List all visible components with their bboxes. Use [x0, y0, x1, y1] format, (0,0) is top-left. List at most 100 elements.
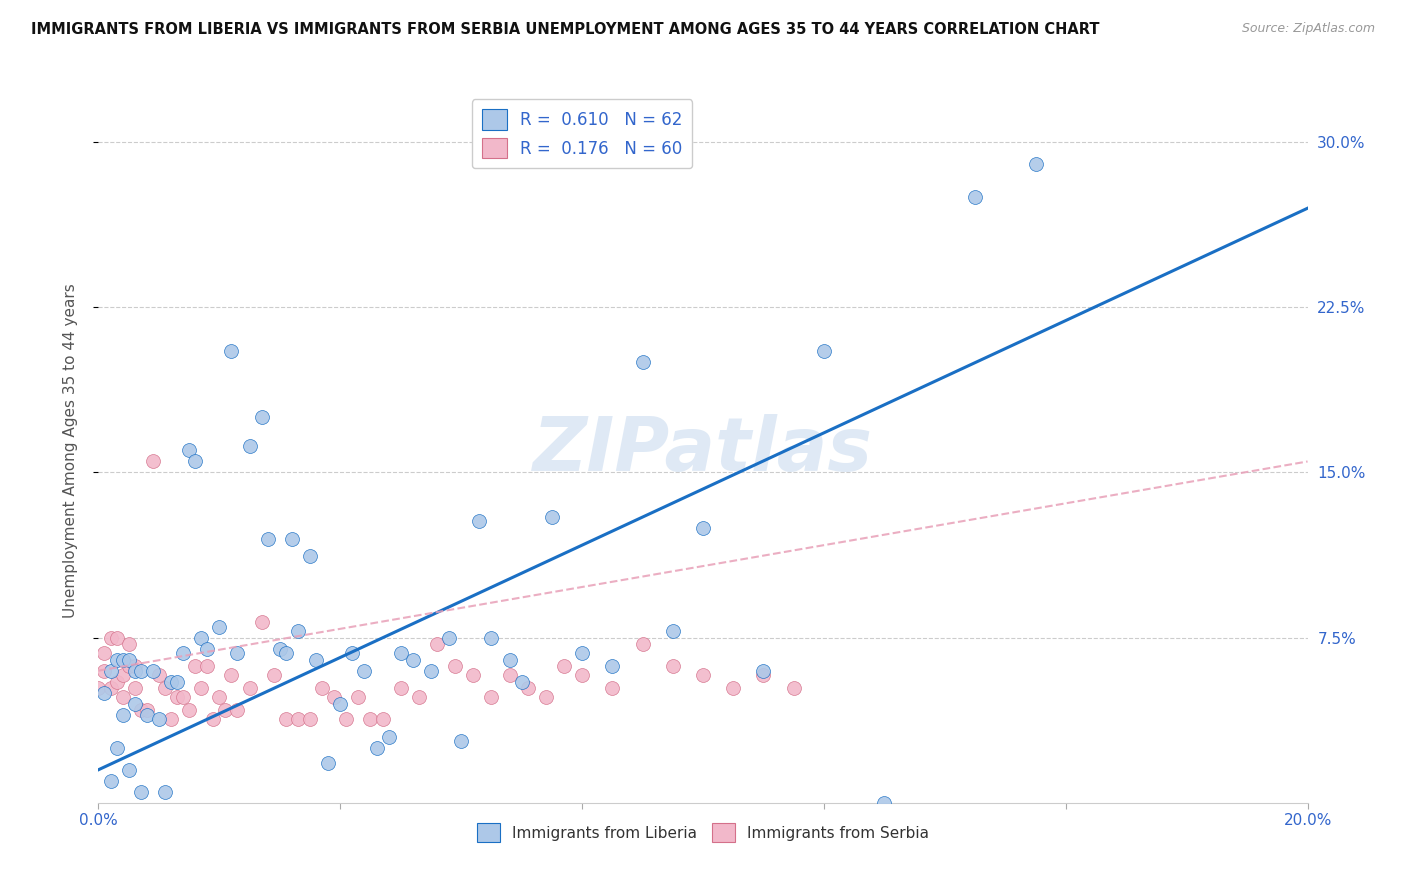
Point [965, 190, 987, 204]
Point [335, 712, 357, 726]
Point [190, 631, 212, 645]
Point [142, 664, 165, 678]
Point [571, 668, 593, 682]
Point [274, 646, 297, 660]
Point [118, 763, 141, 777]
Point [516, 681, 538, 696]
Point [105, 631, 128, 645]
Point [148, 712, 170, 726]
Point [100, 773, 122, 788]
Point [221, 344, 243, 359]
Point [553, 659, 575, 673]
Point [105, 740, 128, 755]
Point [602, 681, 624, 696]
Legend: Immigrants from Liberia, Immigrants from Serbia: Immigrants from Liberia, Immigrants from… [471, 817, 935, 848]
Point [202, 712, 225, 726]
Point [692, 668, 714, 682]
Point [250, 615, 273, 630]
Point [274, 712, 297, 726]
Point [87, 681, 110, 696]
Point [221, 668, 243, 682]
Point [631, 637, 654, 651]
Point [129, 703, 152, 717]
Point [269, 641, 291, 656]
Point [752, 668, 775, 682]
Point [602, 659, 624, 673]
Point [287, 624, 309, 638]
Point [437, 631, 460, 645]
Point [172, 690, 194, 705]
Point [179, 443, 201, 458]
Point [371, 712, 394, 726]
Point [118, 637, 141, 651]
Point [118, 653, 141, 667]
Point [111, 707, 134, 722]
Point [305, 653, 328, 667]
Point [366, 740, 388, 755]
Point [402, 653, 425, 667]
Point [93, 646, 115, 660]
Point [281, 532, 304, 546]
Point [208, 690, 231, 705]
Point [135, 703, 157, 717]
Point [208, 619, 231, 633]
Point [100, 631, 122, 645]
Point [498, 668, 520, 682]
Point [160, 712, 183, 726]
Point [389, 681, 412, 696]
Point [153, 785, 176, 799]
Point [148, 668, 170, 682]
Point [463, 668, 485, 682]
Point [111, 690, 134, 705]
Point [661, 659, 683, 673]
Point [166, 690, 188, 705]
Point [342, 646, 364, 660]
Point [631, 355, 654, 369]
Point [100, 664, 122, 678]
Text: ZIPatlas: ZIPatlas [533, 414, 873, 487]
Point [873, 796, 896, 810]
Point [105, 653, 128, 667]
Point [316, 756, 339, 771]
Point [111, 653, 134, 667]
Point [172, 646, 194, 660]
Point [510, 674, 533, 689]
Point [256, 532, 278, 546]
Point [93, 686, 115, 700]
Point [450, 734, 472, 748]
Point [195, 659, 218, 673]
Point [571, 646, 593, 660]
Point [540, 509, 562, 524]
Point [692, 520, 714, 534]
Point [124, 659, 146, 673]
Point [160, 674, 183, 689]
Point [329, 697, 352, 711]
Point [153, 681, 176, 696]
Text: Source: ZipAtlas.com: Source: ZipAtlas.com [1241, 22, 1375, 36]
Point [124, 681, 146, 696]
Point [190, 681, 212, 696]
Point [311, 681, 333, 696]
Point [389, 646, 412, 660]
Point [118, 659, 141, 673]
Point [105, 674, 128, 689]
Point [752, 664, 775, 678]
Point [481, 690, 503, 705]
Point [263, 668, 285, 682]
Point [287, 712, 309, 726]
Point [129, 785, 152, 799]
Point [93, 664, 115, 678]
Point [360, 712, 382, 726]
Point [783, 681, 806, 696]
Point [408, 690, 430, 705]
Point [1024, 157, 1046, 171]
Point [353, 664, 375, 678]
Point [250, 410, 273, 425]
Point [323, 690, 346, 705]
Point [111, 668, 134, 682]
Point [184, 659, 207, 673]
Point [481, 631, 503, 645]
Point [661, 624, 683, 638]
Point [195, 641, 218, 656]
Point [444, 659, 467, 673]
